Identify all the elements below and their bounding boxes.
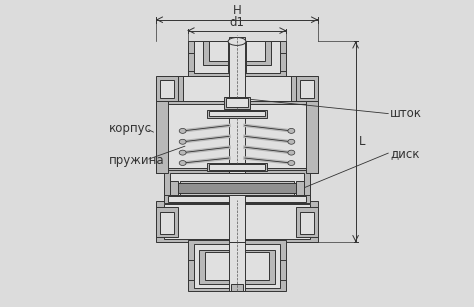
Bar xyxy=(300,80,314,98)
Bar xyxy=(224,97,250,109)
Text: шток: шток xyxy=(390,107,422,120)
Bar xyxy=(182,76,292,101)
Bar xyxy=(306,101,318,173)
Bar xyxy=(296,76,318,101)
Bar xyxy=(160,80,174,98)
Bar xyxy=(281,260,286,280)
Ellipse shape xyxy=(288,161,295,165)
Bar xyxy=(178,183,296,193)
Text: диск: диск xyxy=(390,147,419,160)
Bar xyxy=(203,41,271,65)
Bar xyxy=(296,208,318,237)
Bar xyxy=(193,41,281,73)
Bar xyxy=(231,284,243,291)
Bar xyxy=(207,110,267,118)
Bar xyxy=(168,196,306,202)
Bar xyxy=(188,240,286,291)
Bar xyxy=(210,41,264,61)
Bar xyxy=(210,111,264,115)
Bar xyxy=(228,41,246,72)
Bar xyxy=(210,164,264,170)
Bar xyxy=(229,242,245,291)
Bar xyxy=(281,53,286,71)
Bar xyxy=(200,250,274,284)
Bar xyxy=(156,208,178,237)
Bar xyxy=(188,260,193,280)
Bar xyxy=(300,212,314,234)
Ellipse shape xyxy=(179,161,186,165)
Bar xyxy=(226,98,248,107)
Text: корпус: корпус xyxy=(109,122,152,135)
Bar xyxy=(296,181,304,195)
Ellipse shape xyxy=(288,128,295,133)
Bar xyxy=(170,173,304,196)
Bar xyxy=(164,204,310,239)
Ellipse shape xyxy=(179,128,186,133)
Ellipse shape xyxy=(288,150,295,155)
Bar xyxy=(156,101,168,173)
Bar xyxy=(156,101,318,173)
Bar xyxy=(188,53,193,71)
Text: d1: d1 xyxy=(229,16,245,29)
Bar xyxy=(160,212,174,234)
Bar xyxy=(207,163,267,171)
Bar xyxy=(156,200,318,242)
Text: пружина: пружина xyxy=(109,154,164,166)
Bar xyxy=(188,41,286,79)
Bar xyxy=(193,244,281,288)
Bar xyxy=(229,37,245,104)
Bar xyxy=(180,181,294,195)
Bar xyxy=(156,76,178,101)
Bar xyxy=(164,195,310,203)
Text: H: H xyxy=(233,4,241,17)
Bar xyxy=(170,181,178,195)
Text: L: L xyxy=(358,135,365,148)
Bar xyxy=(176,76,298,104)
Bar xyxy=(205,252,269,280)
Bar xyxy=(164,170,310,200)
Ellipse shape xyxy=(179,139,186,144)
Bar xyxy=(229,99,245,173)
Bar xyxy=(164,104,310,168)
Ellipse shape xyxy=(288,139,295,144)
Ellipse shape xyxy=(179,150,186,155)
Bar xyxy=(229,195,245,242)
Ellipse shape xyxy=(228,37,246,45)
